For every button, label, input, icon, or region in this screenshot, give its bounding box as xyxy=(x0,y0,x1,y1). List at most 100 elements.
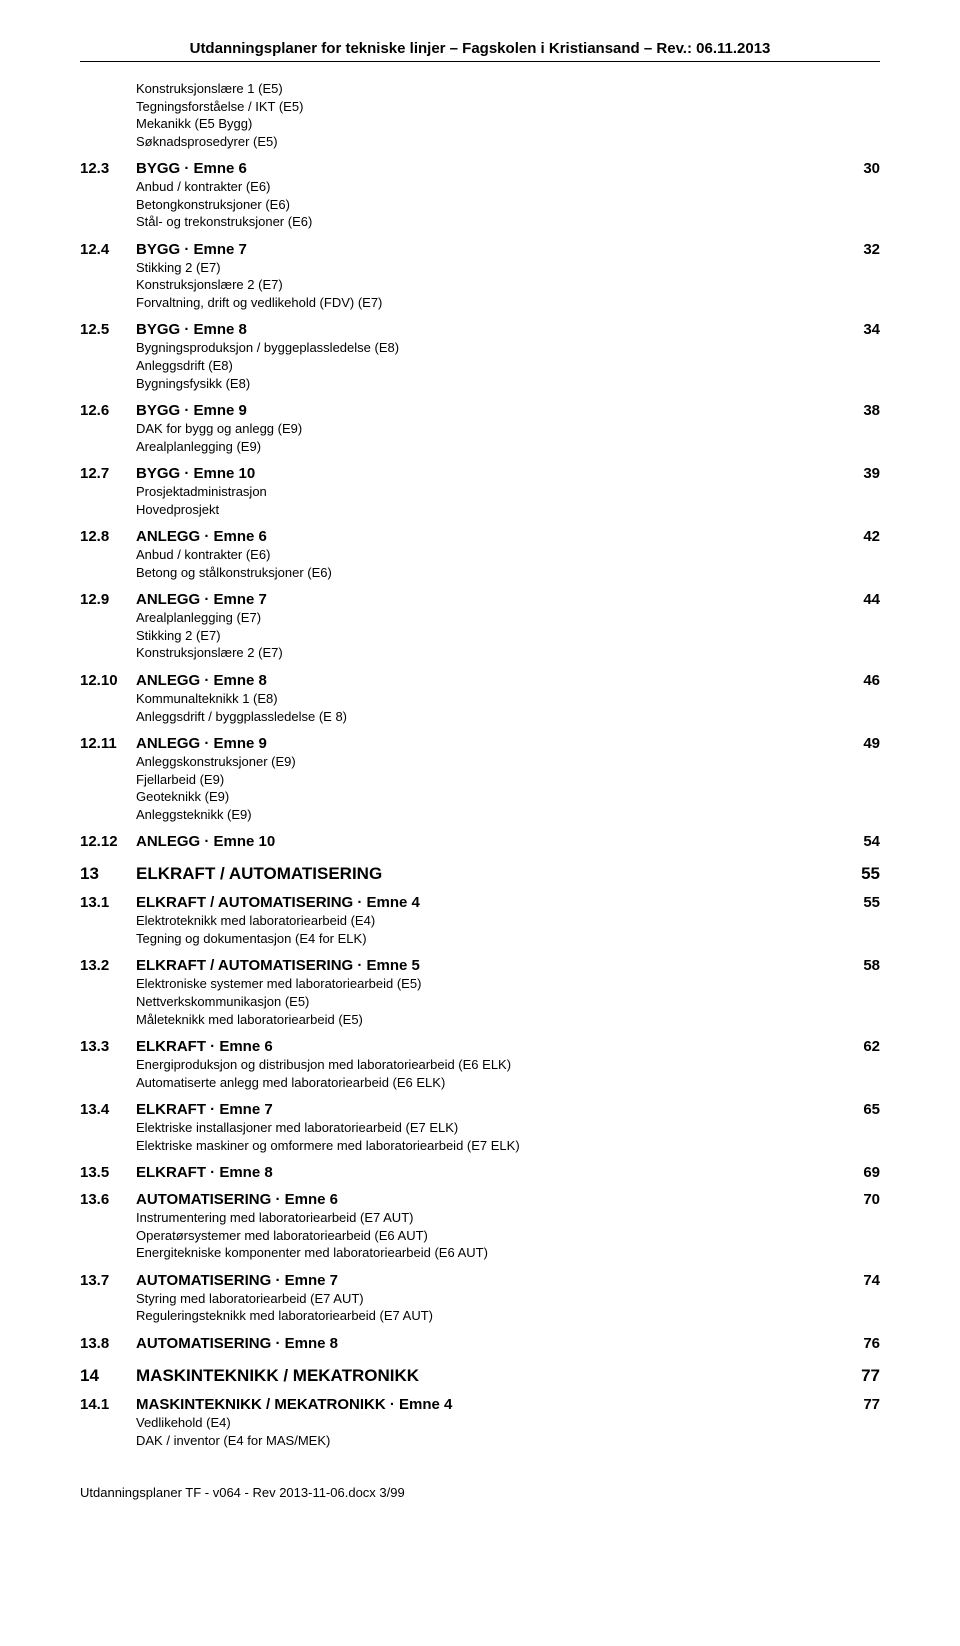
toc-subline: Bygningsfysikk (E8) xyxy=(136,375,880,393)
toc-entry-l2: 12.12ANLEGG · Emne 1054 xyxy=(80,833,880,850)
toc-subline: Anbud / kontrakter (E6) xyxy=(136,546,880,564)
toc-subline: Arealplanlegging (E7) xyxy=(136,609,880,627)
toc-subline: Energiproduksjon og distribusjon med lab… xyxy=(136,1056,880,1074)
toc-title: AUTOMATISERING · Emne 8 xyxy=(136,1335,840,1352)
toc-title: MASKINTEKNIKK / MEKATRONIKK xyxy=(136,1366,840,1386)
toc-number: 12.3 xyxy=(80,160,136,177)
toc-entry-l2: 12.11ANLEGG · Emne 949 xyxy=(80,735,880,752)
toc-page: 74 xyxy=(840,1272,880,1289)
toc-number: 12.9 xyxy=(80,591,136,608)
toc-entry-l2: 13.1ELKRAFT / AUTOMATISERING · Emne 455 xyxy=(80,894,880,911)
toc-subline: Anleggsdrift / byggplassledelse (E 8) xyxy=(136,708,880,726)
toc-page: 46 xyxy=(840,672,880,689)
toc-page: 38 xyxy=(840,402,880,419)
toc-page: 77 xyxy=(840,1366,880,1386)
toc-page: 32 xyxy=(840,241,880,258)
toc-subline: Konstruksjonslære 2 (E7) xyxy=(136,276,880,294)
toc-title: ELKRAFT · Emne 7 xyxy=(136,1101,840,1118)
toc-number: 14 xyxy=(80,1366,136,1386)
toc-entry-l2: 14.1MASKINTEKNIKK / MEKATRONIKK · Emne 4… xyxy=(80,1396,880,1413)
toc-subline: DAK / inventor (E4 for MAS/MEK) xyxy=(136,1432,880,1450)
toc-entry-l2: 13.8AUTOMATISERING · Emne 876 xyxy=(80,1335,880,1352)
toc-entry-l2: 13.6AUTOMATISERING · Emne 670 xyxy=(80,1191,880,1208)
toc-page: 39 xyxy=(840,465,880,482)
toc-number: 13.5 xyxy=(80,1164,136,1181)
toc-subline: Måleteknikk med laboratoriearbeid (E5) xyxy=(136,1011,880,1029)
toc-page: 49 xyxy=(840,735,880,752)
page-header: Utdanningsplaner for tekniske linjer – F… xyxy=(80,40,880,62)
toc-subline: Nettverkskommunikasjon (E5) xyxy=(136,993,880,1011)
toc-subline: Prosjektadministrasjon xyxy=(136,483,880,501)
toc-entry-l2: 13.5ELKRAFT · Emne 869 xyxy=(80,1164,880,1181)
toc-page: 34 xyxy=(840,321,880,338)
toc-number: 12.12 xyxy=(80,833,136,850)
toc-number: 12.11 xyxy=(80,735,136,752)
toc-page: 77 xyxy=(840,1396,880,1413)
toc-number: 13.7 xyxy=(80,1272,136,1289)
toc-title: AUTOMATISERING · Emne 7 xyxy=(136,1272,840,1289)
toc-page: 76 xyxy=(840,1335,880,1352)
toc-subline: Energitekniske komponenter med laborator… xyxy=(136,1244,880,1262)
toc-entry-l1: 13ELKRAFT / AUTOMATISERING55 xyxy=(80,864,880,884)
toc-subline: Betongkonstruksjoner (E6) xyxy=(136,196,880,214)
toc-entry-l1: 14MASKINTEKNIKK / MEKATRONIKK77 xyxy=(80,1366,880,1386)
toc-number: 12.5 xyxy=(80,321,136,338)
toc-subline: Konstruksjonslære 1 (E5) xyxy=(136,80,880,98)
toc-page: 30 xyxy=(840,160,880,177)
toc-title: ELKRAFT · Emne 8 xyxy=(136,1164,840,1181)
toc-title: ANLEGG · Emne 7 xyxy=(136,591,840,608)
toc-number: 13.2 xyxy=(80,957,136,974)
toc-subline: Elektroniske systemer med laboratoriearb… xyxy=(136,975,880,993)
toc-page: 42 xyxy=(840,528,880,545)
toc-title: ELKRAFT / AUTOMATISERING xyxy=(136,864,840,884)
toc-subline: Mekanikk (E5 Bygg) xyxy=(136,115,880,133)
toc-subline: Stikking 2 (E7) xyxy=(136,259,880,277)
toc-entry-l2: 12.6BYGG · Emne 938 xyxy=(80,402,880,419)
toc-title: BYGG · Emne 9 xyxy=(136,402,840,419)
toc-subline: Anleggsteknikk (E9) xyxy=(136,806,880,824)
toc-subline: Stikking 2 (E7) xyxy=(136,627,880,645)
toc-title: ANLEGG · Emne 8 xyxy=(136,672,840,689)
toc-subline: Konstruksjonslære 2 (E7) xyxy=(136,644,880,662)
toc-page: 55 xyxy=(840,864,880,884)
toc-entry-l2: 12.7BYGG · Emne 1039 xyxy=(80,465,880,482)
toc-entry-l2: 13.2ELKRAFT / AUTOMATISERING · Emne 558 xyxy=(80,957,880,974)
toc-subline: Anleggskonstruksjoner (E9) xyxy=(136,753,880,771)
toc-subline: Operatørsystemer med laboratoriearbeid (… xyxy=(136,1227,880,1245)
toc-subline: Forvaltning, drift og vedlikehold (FDV) … xyxy=(136,294,880,312)
toc-subline: Hovedprosjekt xyxy=(136,501,880,519)
toc-subline: Styring med laboratoriearbeid (E7 AUT) xyxy=(136,1290,880,1308)
toc-title: ANLEGG · Emne 9 xyxy=(136,735,840,752)
toc-page: 65 xyxy=(840,1101,880,1118)
toc-page: 54 xyxy=(840,833,880,850)
toc-title: MASKINTEKNIKK / MEKATRONIKK · Emne 4 xyxy=(136,1396,840,1413)
toc-number: 12.10 xyxy=(80,672,136,689)
toc-title: BYGG · Emne 10 xyxy=(136,465,840,482)
toc-title: BYGG · Emne 7 xyxy=(136,241,840,258)
toc-subline: Søknadsprosedyrer (E5) xyxy=(136,133,880,151)
toc-subline: Tegningsforståelse / IKT (E5) xyxy=(136,98,880,116)
toc-subline: DAK for bygg og anlegg (E9) xyxy=(136,420,880,438)
toc-subline: Arealplanlegging (E9) xyxy=(136,438,880,456)
toc-entry-l2: 13.7AUTOMATISERING · Emne 774 xyxy=(80,1272,880,1289)
toc-page: 55 xyxy=(840,894,880,911)
toc-subline: Fjellarbeid (E9) xyxy=(136,771,880,789)
toc-title: ELKRAFT / AUTOMATISERING · Emne 5 xyxy=(136,957,840,974)
toc-entry-l2: 13.4ELKRAFT · Emne 765 xyxy=(80,1101,880,1118)
toc-number: 13.3 xyxy=(80,1038,136,1055)
toc-entry-l2: 12.3BYGG · Emne 630 xyxy=(80,160,880,177)
toc-page: 70 xyxy=(840,1191,880,1208)
toc-subline: Stål- og trekonstruksjoner (E6) xyxy=(136,213,880,231)
toc-page: 44 xyxy=(840,591,880,608)
toc-page: 62 xyxy=(840,1038,880,1055)
toc-number: 13.4 xyxy=(80,1101,136,1118)
toc-entry-l2: 13.3ELKRAFT · Emne 662 xyxy=(80,1038,880,1055)
page-footer: Utdanningsplaner TF - v064 - Rev 2013-11… xyxy=(80,1485,880,1500)
toc-title: BYGG · Emne 8 xyxy=(136,321,840,338)
toc-page: 58 xyxy=(840,957,880,974)
toc-subline: Elektroteknikk med laboratoriearbeid (E4… xyxy=(136,912,880,930)
toc-title: AUTOMATISERING · Emne 6 xyxy=(136,1191,840,1208)
toc-subline: Anbud / kontrakter (E6) xyxy=(136,178,880,196)
toc-entry-l2: 12.5BYGG · Emne 834 xyxy=(80,321,880,338)
toc-subline: Bygningsproduksjon / byggeplassledelse (… xyxy=(136,339,880,357)
